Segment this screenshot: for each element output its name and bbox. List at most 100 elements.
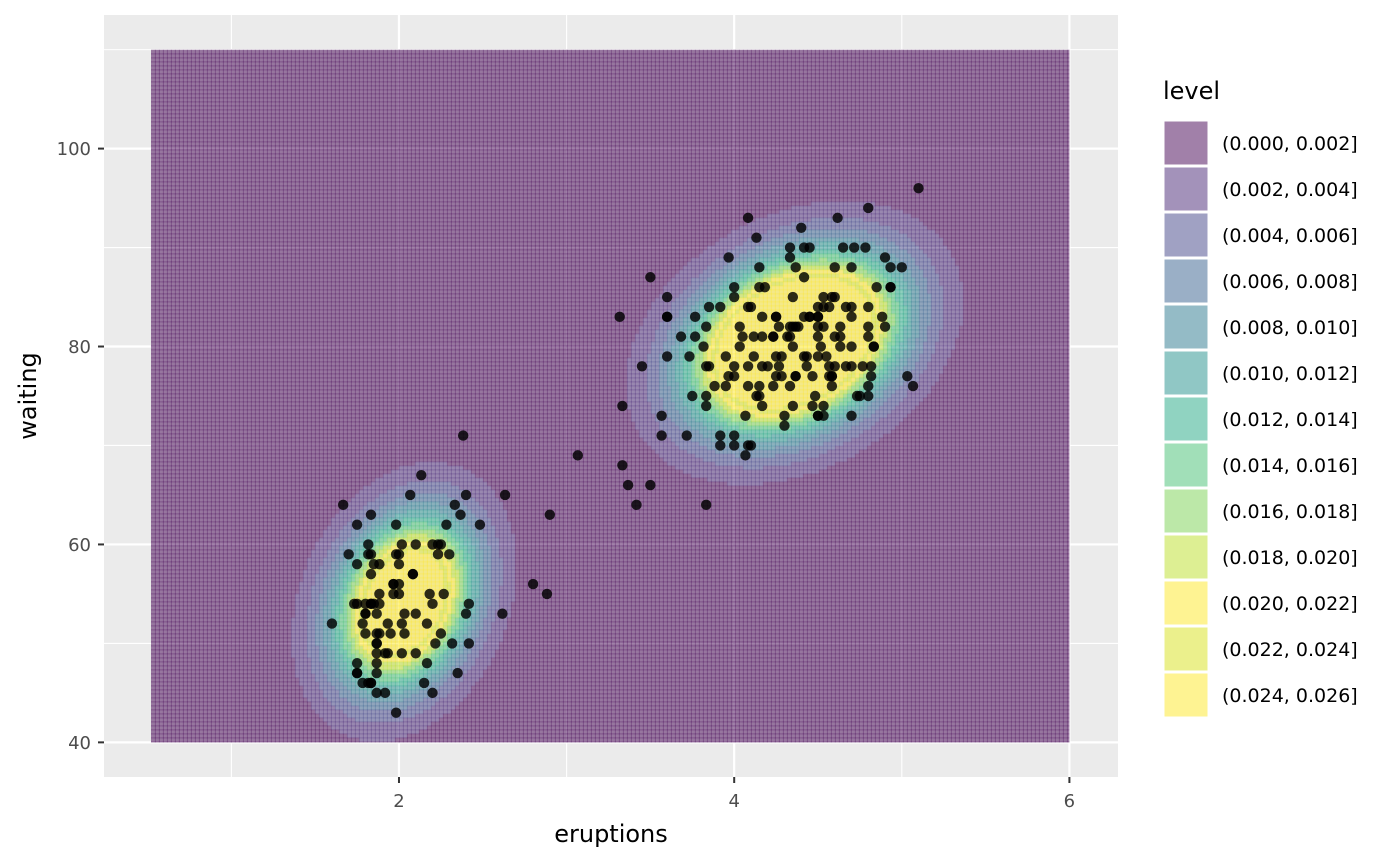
density-cell	[671, 98, 676, 103]
density-cell	[679, 82, 684, 87]
density-cell	[619, 110, 624, 115]
density-cell	[835, 62, 840, 67]
density-cell	[667, 82, 672, 87]
density-cell	[435, 58, 440, 63]
density-cell	[219, 94, 224, 99]
density-cell	[495, 74, 500, 79]
density-cell	[799, 62, 804, 67]
density-cell	[411, 118, 416, 123]
density-cell	[783, 82, 788, 87]
density-cell	[659, 98, 664, 103]
density-cell	[351, 54, 356, 59]
density-cell	[507, 70, 512, 75]
density-cell	[395, 66, 400, 71]
density-cell	[263, 114, 268, 119]
density-cell	[539, 74, 544, 79]
density-cell	[419, 66, 424, 71]
density-cell	[371, 86, 376, 91]
density-cell	[1051, 78, 1056, 83]
density-cell	[523, 78, 528, 83]
density-cell	[435, 54, 440, 59]
density-cell	[331, 82, 336, 87]
density-cell	[567, 70, 572, 75]
density-cell	[707, 58, 712, 63]
density-cell	[1019, 66, 1024, 71]
density-cell	[827, 74, 832, 79]
density-cell	[919, 66, 924, 71]
density-cell	[311, 102, 316, 107]
density-cell	[239, 58, 244, 63]
density-cell	[1019, 82, 1024, 87]
density-cell	[503, 118, 508, 123]
density-cell	[711, 62, 716, 67]
density-cell	[627, 78, 632, 83]
density-cell	[247, 98, 252, 103]
density-cell	[151, 98, 156, 103]
density-cell	[399, 70, 404, 75]
density-cell	[815, 90, 820, 95]
density-cell	[923, 106, 928, 111]
density-cell	[595, 66, 600, 71]
density-cell	[487, 62, 492, 67]
density-cell	[603, 102, 608, 107]
density-cell	[899, 110, 904, 115]
density-cell	[871, 66, 876, 71]
density-cell	[951, 102, 956, 107]
density-cell	[363, 54, 368, 59]
density-cell	[347, 62, 352, 67]
density-cell	[935, 74, 940, 79]
density-cell	[419, 110, 424, 115]
density-cell	[751, 66, 756, 71]
density-cell	[863, 66, 868, 71]
density-cell	[587, 82, 592, 87]
density-cell	[935, 66, 940, 71]
density-cell	[623, 54, 628, 59]
density-cell	[335, 94, 340, 99]
density-cell	[659, 94, 664, 99]
density-cell	[607, 98, 612, 103]
density-cell	[675, 90, 680, 95]
density-cell	[235, 86, 240, 91]
density-cell	[519, 94, 524, 99]
density-cell	[771, 58, 776, 63]
density-cell	[1031, 86, 1036, 91]
density-cell	[191, 50, 196, 55]
density-cell	[771, 94, 776, 99]
density-cell	[583, 70, 588, 75]
density-cell	[823, 106, 828, 111]
density-cell	[283, 118, 288, 123]
density-cell	[739, 110, 744, 115]
density-cell	[503, 94, 508, 99]
density-cell	[675, 54, 680, 59]
density-cell	[1043, 66, 1048, 71]
density-cell	[839, 90, 844, 95]
density-cell	[491, 98, 496, 103]
density-cell	[355, 98, 360, 103]
density-cell	[871, 62, 876, 67]
density-cell	[223, 86, 228, 91]
density-cell	[443, 78, 448, 83]
density-cell	[359, 82, 364, 87]
density-cell	[167, 54, 172, 59]
density-cell	[775, 62, 780, 67]
density-cell	[603, 62, 608, 67]
density-cell	[455, 106, 460, 111]
density-cell	[811, 74, 816, 79]
density-cell	[395, 114, 400, 119]
density-cell	[295, 70, 300, 75]
density-cell	[511, 94, 516, 99]
density-cell	[447, 66, 452, 71]
density-cell	[611, 106, 616, 111]
density-cell	[387, 50, 392, 55]
density-cell	[619, 50, 624, 55]
density-cell	[295, 74, 300, 79]
density-cell	[1039, 70, 1044, 75]
density-cell	[391, 106, 396, 111]
density-cell	[883, 90, 888, 95]
density-cell	[411, 50, 416, 55]
density-cell	[835, 98, 840, 103]
density-cell	[615, 54, 620, 59]
density-cell	[431, 70, 436, 75]
density-cell	[659, 74, 664, 79]
density-cell	[967, 106, 972, 111]
